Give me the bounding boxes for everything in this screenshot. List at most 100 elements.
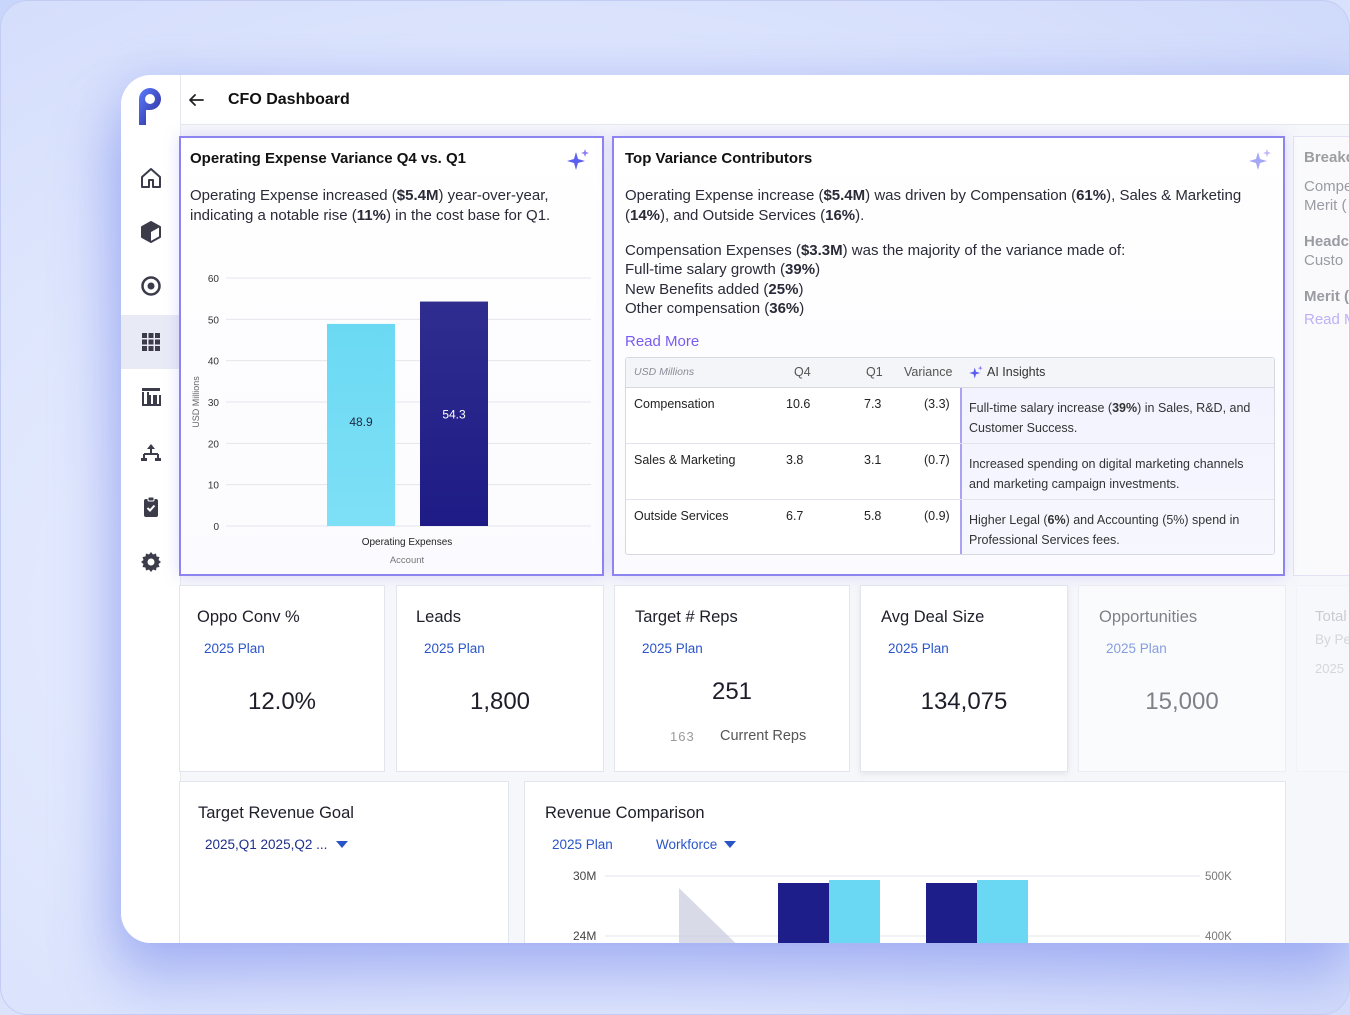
opex-card-title: Operating Expense Variance Q4 vs. Q1 <box>190 150 466 167</box>
sidebar-item-targets[interactable] <box>121 259 181 313</box>
bar-plan <box>926 883 977 943</box>
kpi-title: Leads <box>416 608 461 626</box>
right-axis-tick: 500K <box>1205 871 1232 883</box>
kpi-title: Oppo Conv % <box>197 608 300 626</box>
row-label: Compensation <box>634 397 715 411</box>
cell-q4: 10.6 <box>786 397 811 411</box>
sidebar-item-models[interactable] <box>121 205 181 259</box>
ai-insight-text: Higher Legal (6%) and Accounting (5%) sp… <box>969 513 1240 547</box>
opex-variance-card[interactable]: Operating Expense Variance Q4 vs. Q1 Ope… <box>179 136 604 576</box>
cell-q4: 6.7 <box>786 509 804 523</box>
period-filter-dropdown[interactable]: 2025,Q1 2025,Q2 ... <box>205 837 349 852</box>
read-more-link[interactable]: Read M <box>1304 311 1349 328</box>
read-more-link[interactable]: Read More <box>625 333 700 350</box>
opex-summary-text: Operating Expense increased ($5.4M) year… <box>190 187 551 224</box>
variance-table: USD Millions Q4 Q1 Variance AI Insights … <box>625 357 1275 555</box>
y-tick-label: 20 <box>208 439 220 450</box>
row-label: Sales & Marketing <box>634 453 736 467</box>
header-ai-insights: AI Insights <box>987 365 1046 379</box>
sidebar-item-hierarchy[interactable] <box>121 425 181 479</box>
kpi-card-target-reps[interactable]: Target # Reps 2025 Plan 251 163 Current … <box>614 585 850 772</box>
kpi-value: 12.0% <box>247 688 317 715</box>
compensation-breakdown-text: Compensation Expenses ($3.3M) was the ma… <box>625 242 1126 259</box>
variance-table-header: USD Millions Q4 Q1 Variance AI Insights <box>626 358 1274 388</box>
bar-actual <box>829 880 880 943</box>
ai-insight-text: Increased spending on digital marketing … <box>969 457 1244 491</box>
bar-q1 <box>420 301 488 526</box>
ai-sparkle-icon[interactable] <box>565 148 591 174</box>
kpi-title: Avg Deal Size <box>881 608 985 626</box>
workforce-filter-dropdown[interactable]: Workforce <box>656 837 737 852</box>
kpi-subtitle: By Pe <box>1315 632 1350 647</box>
kpi-value: 251 <box>711 678 753 705</box>
kpi-title: Total <box>1315 608 1347 625</box>
kpi-card-leads[interactable]: Leads 2025 Plan 1,800 <box>396 585 604 772</box>
top-variance-contributors-card[interactable]: Top Variance Contributors Operating Expe… <box>612 136 1285 576</box>
ai-insights-column <box>960 358 1274 554</box>
revenue-comparison-title: Revenue Comparison <box>545 804 705 822</box>
app-logo[interactable] <box>136 87 166 127</box>
cube-icon <box>141 221 161 243</box>
y-tick-label: 30 <box>208 398 220 409</box>
kpi-scenario-link[interactable]: 2025 Plan <box>888 641 949 656</box>
kpi-card-avg-deal-size[interactable]: Avg Deal Size 2025 Plan 134,075 <box>860 585 1068 772</box>
revenue-comparison-chart: 30M 24M 500K 400K <box>573 869 1232 943</box>
sidebar-item-dashboards[interactable] <box>121 315 181 369</box>
sidebar-item-home[interactable] <box>121 151 181 205</box>
sidebar-item-reports[interactable] <box>121 369 181 423</box>
contributors-card-title: Top Variance Contributors <box>625 150 813 167</box>
cell-variance: (3.3) <box>924 397 950 411</box>
table-row[interactable]: Outside Services 6.7 5.8 (0.9) Higher Legal … <box>626 500 1274 556</box>
gear-icon <box>141 552 161 572</box>
partial-line: Custo <box>1304 252 1344 269</box>
kpi-scenario-link[interactable]: 2025 Plan <box>204 641 265 656</box>
target-revenue-goal-card[interactable]: Target Revenue Goal 2025,Q1 2025,Q2 ... <box>179 781 509 943</box>
breakdown-item: New Benefits added (25%) <box>625 280 804 298</box>
kpi-value: 1,800 <box>469 688 531 715</box>
revenue-comparison-card[interactable]: Revenue Comparison 2025 Plan Workforce 3… <box>524 781 1286 943</box>
opex-bar-chart: 0 10 20 30 40 50 60 USD Millions 48.9 54.3 Operati… <box>191 274 591 566</box>
left-axis-tick: 30M <box>573 869 596 883</box>
cell-variance: (0.7) <box>924 453 950 467</box>
home-icon <box>141 168 161 188</box>
bar-plan <box>778 883 829 943</box>
cell-q1: 5.8 <box>864 509 882 523</box>
hierarchy-icon <box>141 444 161 461</box>
kpi-card-opportunities[interactable]: Opportunities 2025 Plan 15,000 <box>1078 585 1286 772</box>
target-revenue-title: Target Revenue Goal <box>198 804 354 822</box>
table-row[interactable]: Compensation 10.6 7.3 (3.3) Full-time salary… <box>626 388 1274 444</box>
kpi-card-oppo-conv[interactable]: Oppo Conv % 2025 Plan 12.0% <box>179 585 385 772</box>
cell-q4: 3.8 <box>786 453 804 467</box>
bar-q4 <box>327 323 395 526</box>
scenario-filter[interactable]: 2025 Plan <box>552 837 613 852</box>
sidebar-item-tasks[interactable] <box>121 480 181 534</box>
target-icon <box>141 276 161 296</box>
current-reps-label: Current Reps <box>720 728 807 744</box>
current-reps-value: 163 <box>670 729 695 744</box>
ai-sparkle-icon[interactable] <box>1247 148 1273 174</box>
y-tick-label: 50 <box>208 315 220 326</box>
x-axis-label: Account <box>390 555 425 566</box>
kpi-title: Opportunities <box>1099 608 1198 626</box>
kpi-card-total-partial[interactable]: Total By Pe 2025 <box>1296 585 1350 772</box>
grid-icon <box>142 333 160 351</box>
area-series-shape <box>679 888 736 943</box>
row-divider <box>626 443 1274 444</box>
breakdown-card-partial[interactable]: Breakd Compe Merit ( Headc Custo Merit (… <box>1293 136 1350 576</box>
app-window: CFO Dashboard Operating Expense Variance… <box>121 75 1350 943</box>
sidebar <box>121 75 181 943</box>
back-arrow-icon[interactable] <box>186 90 206 110</box>
kpi-scenario-link[interactable]: 2025 Plan <box>424 641 485 656</box>
header-q1: Q1 <box>866 365 883 379</box>
partial-line: Compe <box>1304 178 1350 195</box>
chevron-down-icon <box>336 840 349 848</box>
kpi-scenario-link[interactable]: 2025 Plan <box>642 641 703 656</box>
kpi-value: 134,075 <box>920 688 1008 715</box>
header-variance: Variance <box>904 365 953 379</box>
table-row[interactable]: Sales & Marketing 3.8 3.1 (0.7) Increased sp… <box>626 444 1274 500</box>
ai-sparkle-icon <box>969 365 983 379</box>
sidebar-item-settings[interactable] <box>121 535 181 589</box>
kpi-scenario-link[interactable]: 2025 Plan <box>1106 641 1167 656</box>
top-bar: CFO Dashboard <box>181 75 1349 125</box>
